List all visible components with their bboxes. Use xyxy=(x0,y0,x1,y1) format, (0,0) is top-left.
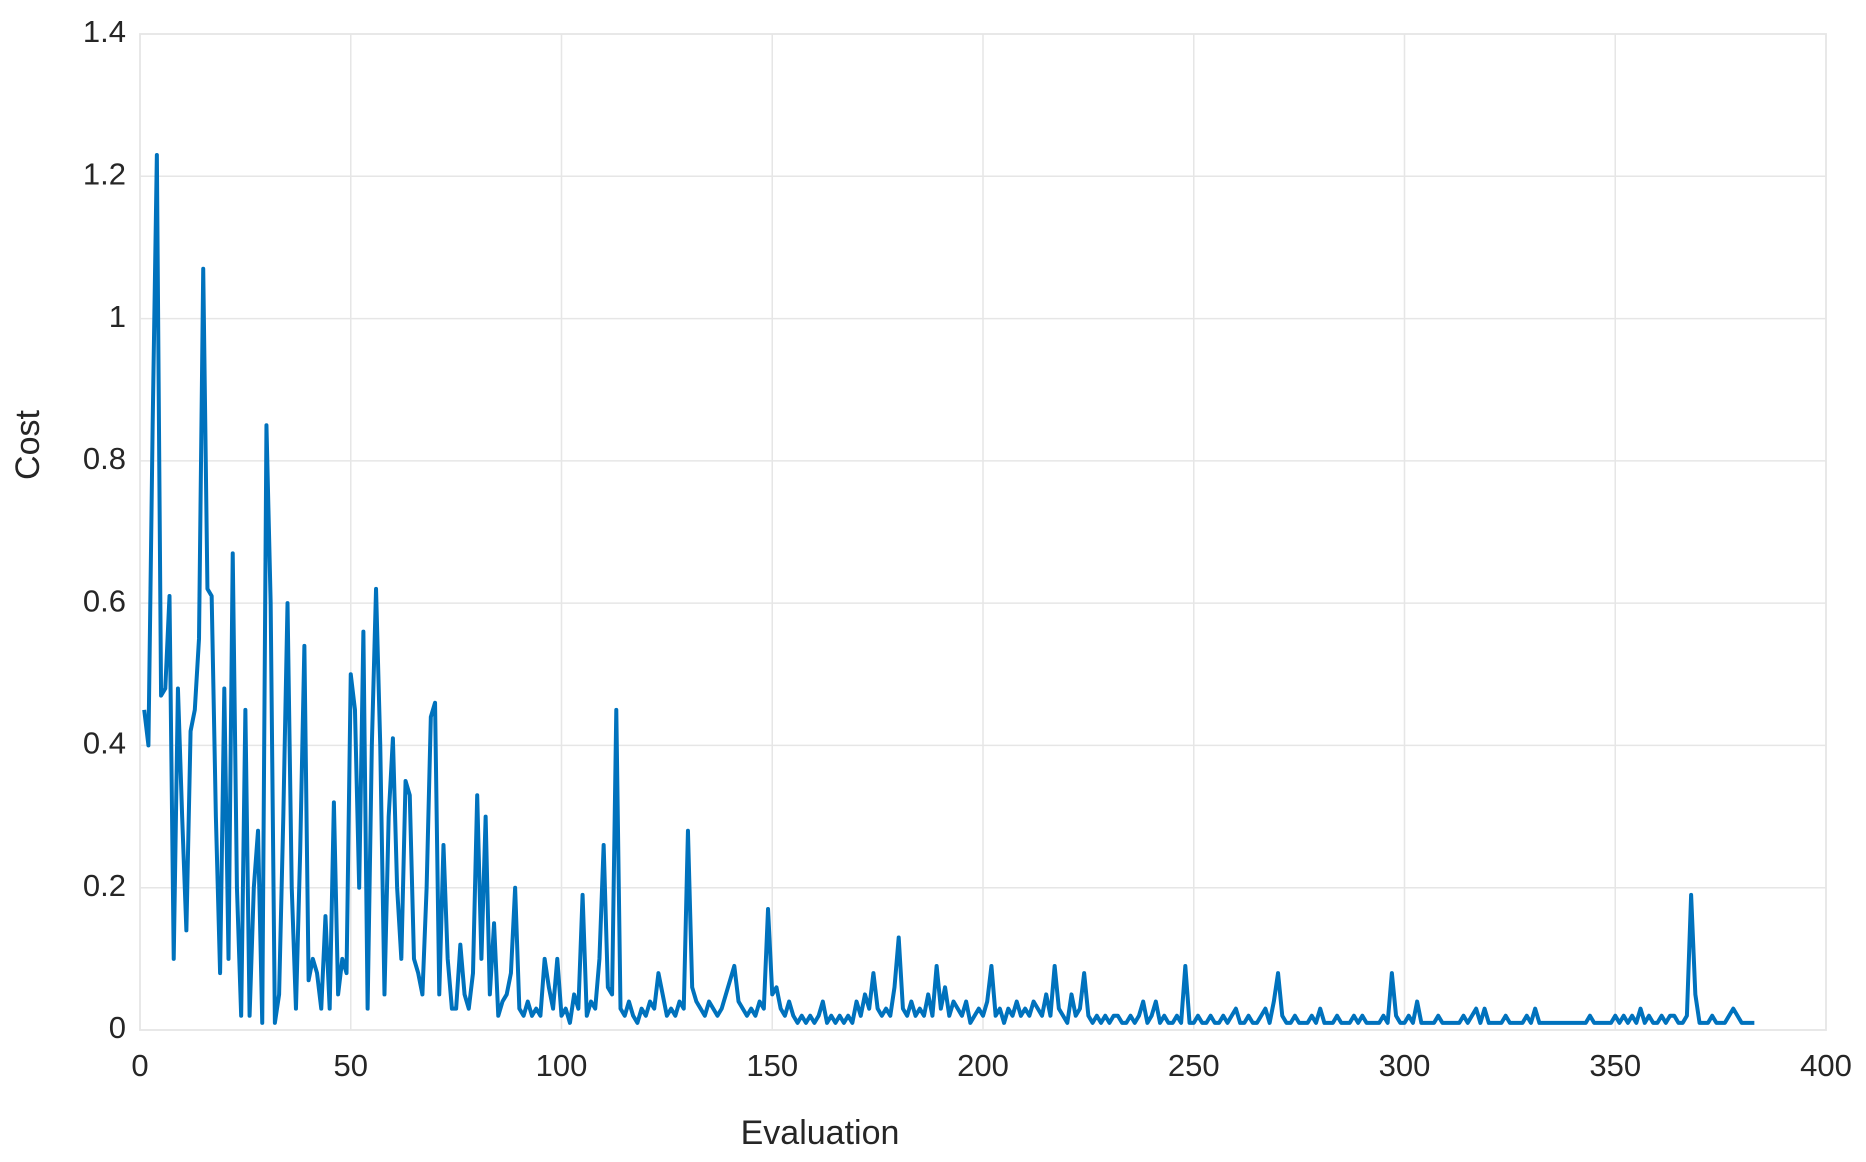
x-tick-label: 200 xyxy=(957,1048,1009,1083)
x-tick-label: 300 xyxy=(1379,1048,1431,1083)
x-axis-label: Evaluation xyxy=(741,1114,900,1152)
x-tick-label: 100 xyxy=(536,1048,588,1083)
x-tick-label: 150 xyxy=(746,1048,798,1083)
y-tick-label: 0.4 xyxy=(83,726,126,761)
y-axis-label: Cost xyxy=(9,409,47,479)
y-tick-label: 0.8 xyxy=(83,441,126,476)
x-tick-label: 350 xyxy=(1589,1048,1641,1083)
y-tick-label: 0.6 xyxy=(83,583,126,618)
x-tick-label: 250 xyxy=(1168,1048,1220,1083)
x-tick-label: 400 xyxy=(1800,1048,1852,1083)
x-tick-label: 50 xyxy=(334,1048,368,1083)
y-tick-label: 0 xyxy=(109,1010,126,1045)
x-tick-label: 0 xyxy=(131,1048,148,1083)
y-tick-label: 1 xyxy=(109,299,126,334)
y-tick-label: 1.2 xyxy=(83,156,126,191)
y-tick-label: 1.4 xyxy=(83,14,126,49)
data-line xyxy=(142,152,1755,1025)
y-tick-label: 0.2 xyxy=(83,868,126,903)
